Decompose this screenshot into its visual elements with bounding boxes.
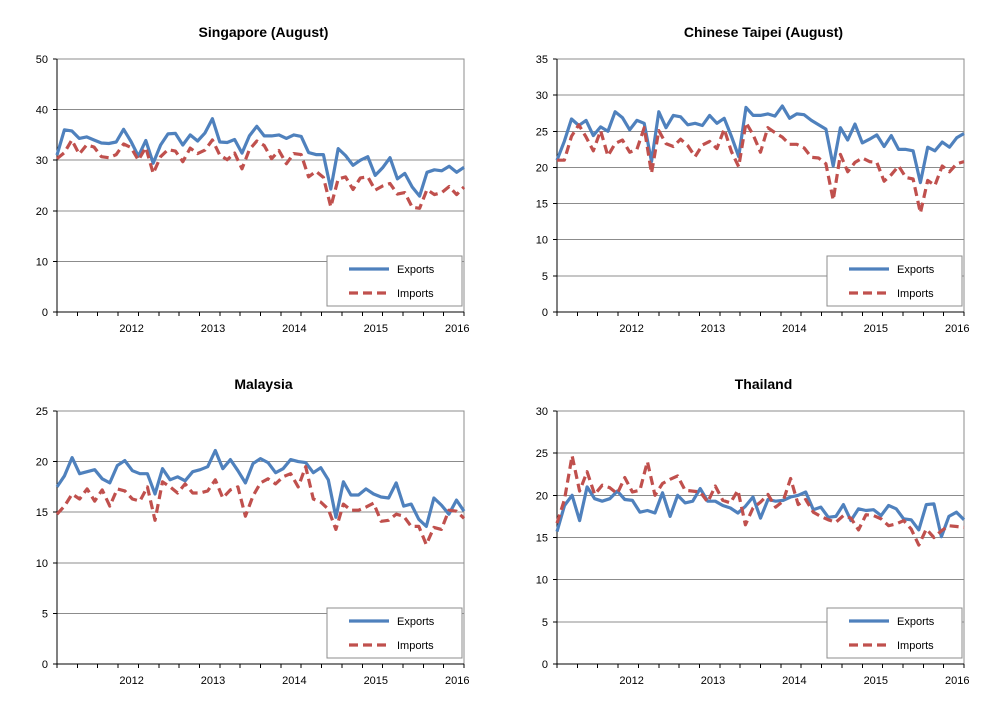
x-tick-label: 2016: [445, 323, 469, 335]
legend-label-exports: Exports: [897, 264, 935, 276]
legend: Exports Imports: [326, 255, 463, 307]
chart-svg: Thailand 0 5 10 15 20 25 30 2012 2013 2014 2015 2016…: [536, 376, 970, 687]
chart-title: Chinese Taipei (August): [684, 24, 843, 40]
y-tick-label: 10: [536, 235, 548, 247]
x-tick-label: 2012: [619, 323, 643, 335]
x-tick-label: 2016: [945, 323, 969, 335]
y-tick-label: 25: [536, 126, 548, 138]
chart-svg: Malaysia 0 5 10 15 20 25 2012 2013 2014 2015 2016 Ex…: [36, 376, 470, 687]
chart-malaysia: Malaysia 0 5 10 15 20 25 2012 2013 2014 2015 2016 Ex…: [0, 352, 500, 704]
series-line-exports: [555, 485, 966, 539]
chart-svg: Chinese Taipei (August) 0 5 10 15 20 25 30 35 201…: [536, 24, 970, 335]
y-tick-label: 30: [536, 90, 548, 102]
x-tick-label: 2015: [864, 323, 888, 335]
legend: Exports Imports: [826, 255, 963, 307]
y-tick-label: 20: [36, 206, 48, 218]
chart-svg: Singapore (August) 0 10 20 30 40 50 2012 2013 201…: [36, 24, 470, 335]
x-tick-label: 2012: [119, 675, 143, 687]
legend-label-exports: Exports: [397, 616, 435, 628]
series-line-imports: [557, 120, 965, 215]
series-line-imports: [555, 454, 965, 547]
legend-label-imports: Imports: [397, 288, 434, 300]
series-line-exports: [55, 117, 465, 198]
legend-label-exports: Exports: [897, 616, 935, 628]
y-tick-label: 15: [36, 507, 48, 519]
legend-label-imports: Imports: [897, 288, 934, 300]
series-line-imports: [55, 138, 466, 210]
legend-label-imports: Imports: [397, 640, 434, 652]
x-tick-label: 2014: [282, 323, 306, 335]
y-tick-label: 10: [536, 575, 548, 587]
y-tick-label: 10: [36, 558, 48, 570]
y-tick-label: 50: [36, 54, 48, 66]
legend-label-exports: Exports: [397, 264, 435, 276]
x-tick-label: 2013: [701, 323, 725, 335]
legend-box: [826, 607, 963, 659]
legend-box: [826, 255, 963, 307]
y-tick-label: 5: [542, 271, 548, 283]
chart-title: Singapore (August): [199, 24, 329, 40]
y-tick-label: 25: [536, 448, 548, 460]
series-line-exports: [555, 104, 965, 185]
x-tick-label: 2014: [282, 675, 306, 687]
legend: Exports Imports: [326, 607, 463, 659]
y-tick-label: 30: [536, 406, 548, 418]
y-tick-label: 20: [536, 162, 548, 174]
y-tick-label: 5: [42, 608, 48, 620]
series-line-exports: [55, 448, 466, 528]
x-tick-label: 2016: [445, 675, 469, 687]
y-tick-label: 0: [542, 659, 548, 671]
x-tick-label: 2013: [201, 323, 225, 335]
chart-chinese-taipei: Chinese Taipei (August) 0 5 10 15 20 25 30 35 201…: [500, 0, 1000, 352]
chart-thailand: Thailand 0 5 10 15 20 25 30 2012 2013 2014 2015 2016…: [500, 352, 1000, 704]
y-tick-label: 25: [36, 406, 48, 418]
y-tick-label: 20: [536, 490, 548, 502]
y-tick-label: 35: [536, 54, 548, 66]
legend: Exports Imports: [826, 607, 963, 659]
chart-title: Malaysia: [234, 376, 293, 392]
y-tick-label: 0: [42, 659, 48, 671]
legend-label-imports: Imports: [897, 640, 934, 652]
x-tick-label: 2012: [119, 323, 143, 335]
x-tick-label: 2013: [201, 675, 225, 687]
y-tick-label: 15: [536, 199, 548, 211]
legend-box: [326, 607, 463, 659]
x-tick-label: 2015: [364, 675, 388, 687]
x-tick-label: 2016: [945, 675, 969, 687]
chart-singapore: Singapore (August) 0 10 20 30 40 50 2012 2013 201…: [0, 0, 500, 352]
y-tick-label: 10: [36, 256, 48, 268]
x-tick-label: 2012: [619, 675, 643, 687]
x-tick-label: 2014: [782, 675, 806, 687]
y-tick-label: 0: [542, 307, 548, 319]
x-tick-label: 2015: [864, 675, 888, 687]
y-tick-label: 15: [536, 533, 548, 545]
chart-title: Thailand: [735, 376, 793, 392]
legend-box: [326, 255, 463, 307]
y-tick-label: 5: [542, 617, 548, 629]
y-tick-label: 0: [42, 307, 48, 319]
y-tick-label: 40: [36, 105, 48, 117]
x-tick-label: 2015: [364, 323, 388, 335]
y-tick-label: 30: [36, 155, 48, 167]
x-tick-label: 2013: [701, 675, 725, 687]
y-tick-label: 20: [36, 457, 48, 469]
series-line-imports: [55, 465, 466, 547]
x-tick-label: 2014: [782, 323, 806, 335]
